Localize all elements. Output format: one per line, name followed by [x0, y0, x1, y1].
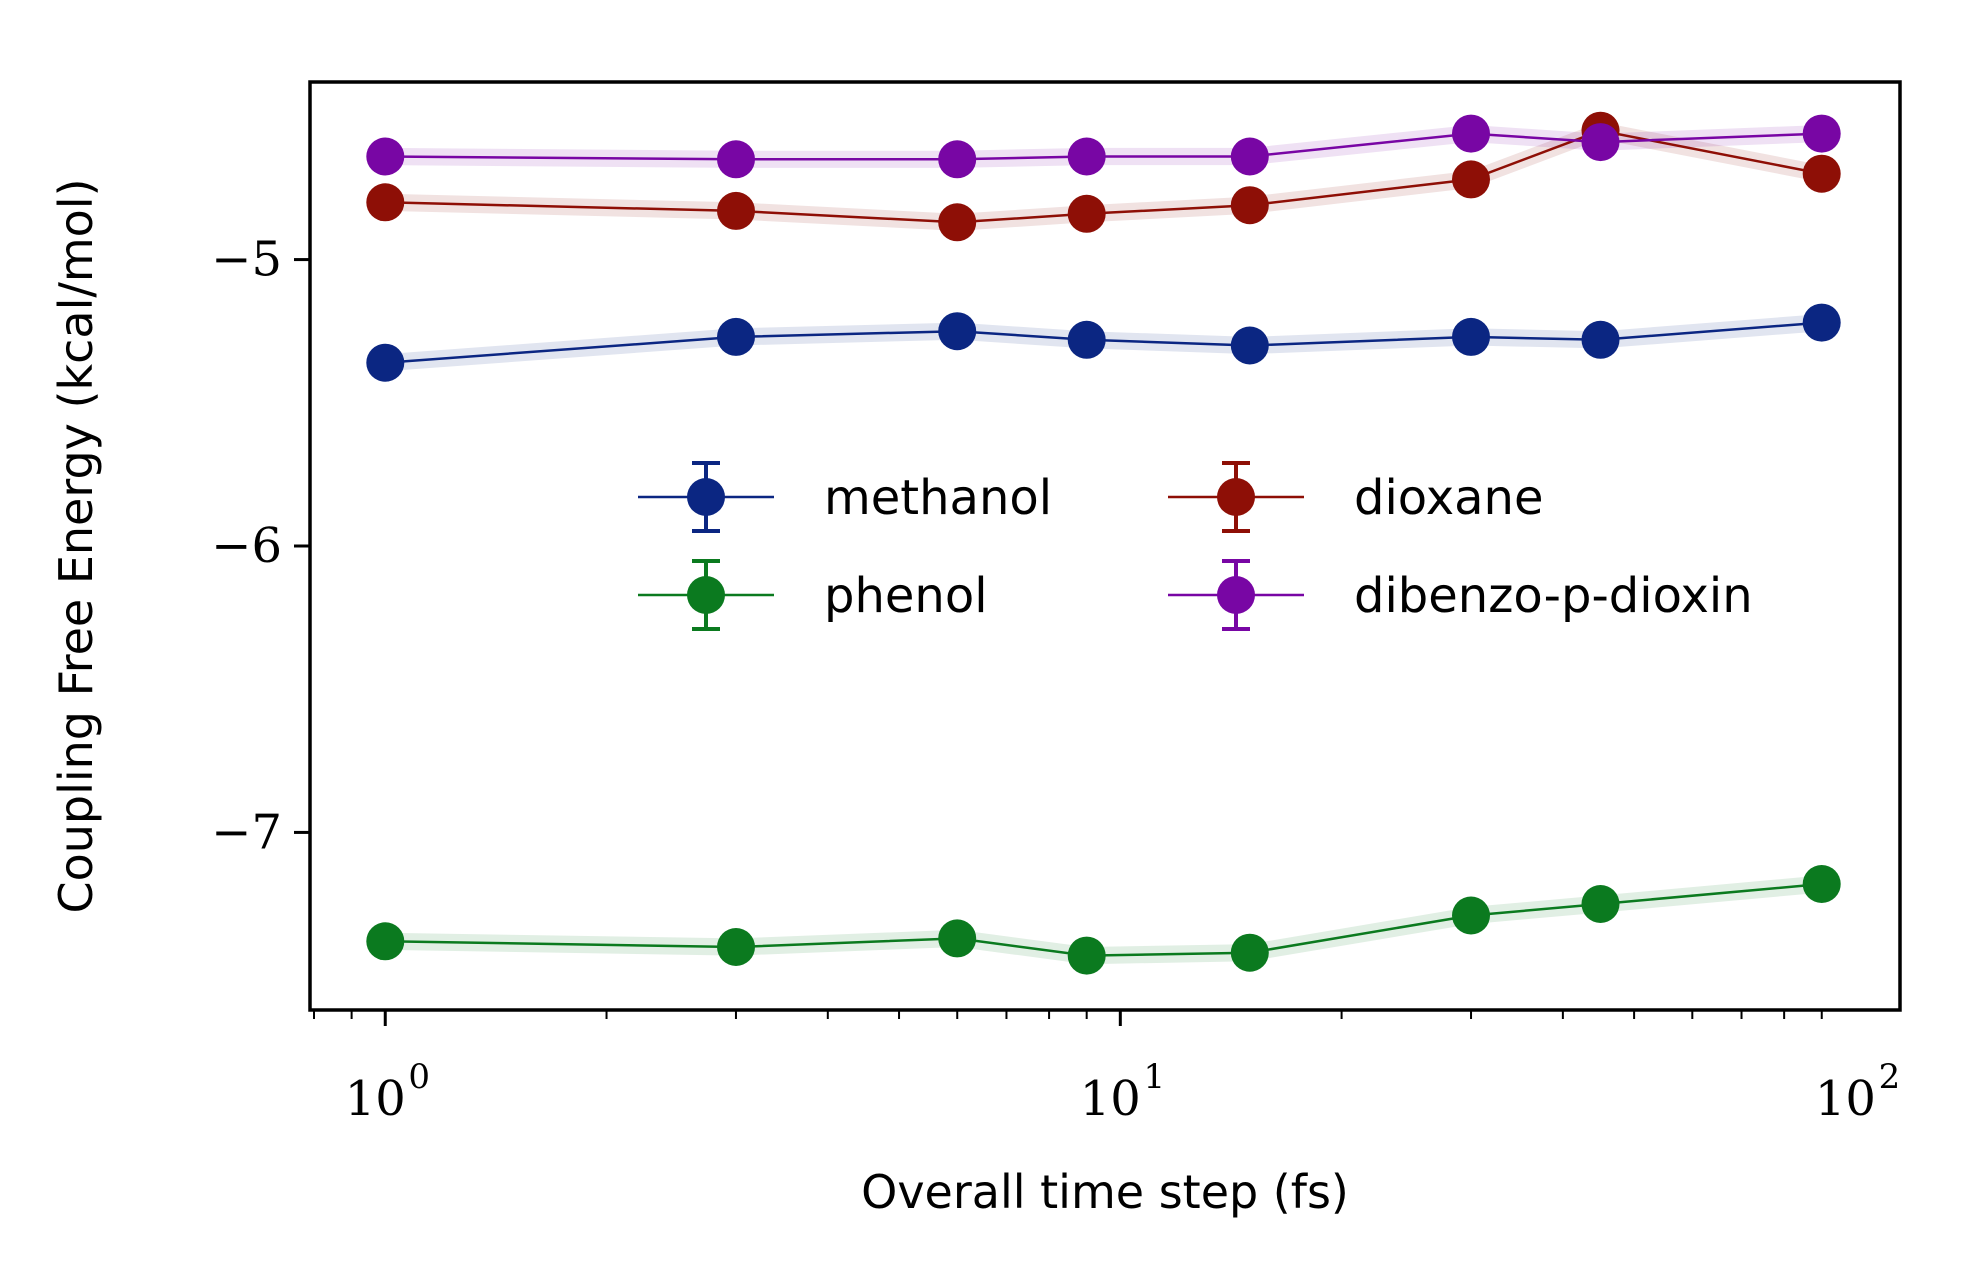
data-point-2-7: [1802, 154, 1841, 193]
data-point-0-3: [1067, 320, 1106, 359]
x-tick-label-2: 10: [1815, 1071, 1876, 1127]
x-axis-ticks: 10 0 10 1 10 2: [313, 1010, 1901, 1127]
legend-label-1: phenol: [824, 568, 988, 624]
series-lines: [385, 129, 1822, 957]
data-point-3-4: [1230, 137, 1269, 176]
data-point-2-1: [717, 191, 755, 230]
data-point-3-5: [1452, 114, 1490, 153]
data-point-1-4: [1230, 933, 1269, 972]
data-point-2-2: [938, 203, 977, 242]
series-line-2: [385, 129, 1822, 224]
series-line-1: [385, 882, 1822, 957]
legend-marker: [687, 478, 725, 516]
data-point-3-2: [938, 140, 977, 179]
data-point-2-4: [1230, 186, 1269, 225]
x-tick-exponent-0: 0: [408, 1057, 430, 1097]
data-point-1-5: [1452, 896, 1490, 935]
y-axis-ticks: −5 −6 −7: [211, 232, 310, 860]
series-line-0: [385, 321, 1822, 364]
y-axis-label: Coupling Free Energy (kcal/mol): [49, 178, 103, 913]
data-point-0-4: [1230, 326, 1269, 365]
data-point-1-3: [1067, 936, 1106, 975]
data-point-0-7: [1802, 303, 1841, 342]
data-point-1-2: [938, 919, 977, 958]
y-tick-label-1: −6: [211, 518, 282, 574]
data-point-0-5: [1452, 317, 1490, 356]
data-point-3-3: [1067, 137, 1106, 176]
series-line-3: [385, 132, 1822, 161]
x-tick-label-0: 10: [345, 1071, 406, 1127]
x-axis-label: Overall time step (fs): [861, 1165, 1349, 1219]
data-point-0-1: [717, 317, 755, 356]
legend-marker: [687, 576, 725, 614]
data-point-3-1: [717, 140, 755, 179]
data-point-0-2: [938, 312, 977, 351]
legend: methanol phenol dioxane dibenzo-p-dioxin: [638, 461, 1753, 631]
data-point-0-0: [366, 343, 405, 382]
legend-entry-2: dioxane: [1168, 461, 1543, 533]
x-tick-exponent-2: 2: [1879, 1057, 1901, 1097]
data-point-1-0: [366, 922, 405, 961]
x-tick-label-1: 10: [1080, 1071, 1141, 1127]
data-point-3-0: [366, 137, 405, 176]
x-tick-exponent-1: 1: [1143, 1057, 1165, 1097]
data-point-3-6: [1581, 123, 1620, 162]
legend-entry-3: dibenzo-p-dioxin: [1168, 559, 1753, 631]
legend-label-3: dibenzo-p-dioxin: [1354, 568, 1753, 624]
data-point-2-3: [1067, 194, 1106, 233]
y-tick-label-0: −5: [211, 232, 282, 288]
data-point-2-5: [1452, 160, 1490, 199]
data-point-2-0: [366, 183, 405, 222]
y-tick-label-2: −7: [211, 804, 282, 860]
legend-entry-0: methanol: [638, 461, 1052, 533]
data-point-1-1: [717, 928, 755, 966]
legend-label-0: methanol: [824, 470, 1052, 526]
data-point-1-6: [1581, 885, 1620, 923]
data-points: [366, 111, 1841, 975]
data-point-1-7: [1802, 865, 1841, 903]
legend-label-2: dioxane: [1354, 470, 1543, 526]
data-point-0-6: [1581, 320, 1620, 359]
data-point-3-7: [1802, 114, 1841, 153]
legend-entry-1: phenol: [638, 559, 988, 631]
legend-marker: [1217, 478, 1255, 516]
legend-marker: [1217, 576, 1255, 614]
